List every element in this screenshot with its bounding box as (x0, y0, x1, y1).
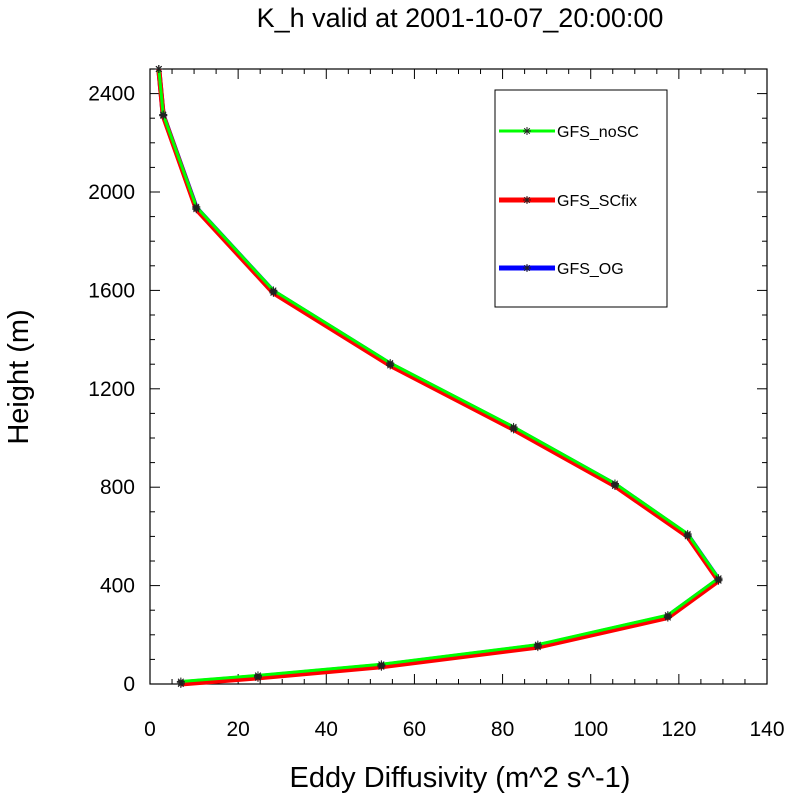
series-line-GFS_SCfix (156, 68, 721, 687)
legend: GFS_noSC GFS_SCfix GFS_OG (494, 89, 668, 308)
data-point-GFS_OG (377, 661, 386, 670)
legend-label-GFS_OG: GFS_OG (557, 261, 624, 278)
data-point-GFS_OG (386, 360, 395, 369)
data-point-GFS_OG (533, 641, 542, 650)
x-tick-label: 60 (403, 718, 426, 741)
legend-marker-GFS_OG (523, 264, 531, 272)
x-tick-label: 0 (144, 718, 156, 741)
legend-label-GFS_SCfix: GFS_SCfix (557, 193, 637, 210)
data-point-GFS_OG (610, 480, 619, 489)
data-point-GFS_OG (176, 678, 185, 687)
x-axis-label: Eddy Diffusivity (m^2 s^-1) (290, 762, 631, 794)
x-tick-label: 20 (226, 718, 249, 741)
series-layer (154, 65, 723, 688)
x-tick-label: 80 (491, 718, 514, 741)
y-tick-label: 2000 (88, 181, 135, 204)
plot-frame (149, 68, 768, 685)
data-point-GFS_OG (159, 111, 168, 120)
data-point-GFS_OG (663, 612, 672, 621)
x-tick-label: 100 (573, 718, 608, 741)
data-point-GFS_OG (253, 672, 262, 681)
legend-marker-GFS_noSC (523, 127, 531, 135)
legend-marker-GFS_SCfix (523, 196, 531, 204)
y-tick-label: 800 (100, 476, 135, 499)
y-tick-label: 1200 (88, 378, 135, 401)
y-tick-label: 400 (100, 575, 135, 598)
data-point-GFS_OG (714, 575, 723, 584)
x-tick-label: 120 (661, 718, 696, 741)
series-line-GFS_noSC (157, 68, 720, 683)
y-tick-label: 1600 (88, 279, 135, 302)
y-tick-label: 0 (123, 673, 135, 696)
y-axis-label: Height (m) (3, 309, 35, 444)
data-point-GFS_OG (192, 203, 201, 212)
axes: 0 20 40 60 80 100 120 140 0 400 800 1200 1600 2000 240… (88, 68, 785, 741)
data-point-GFS_OG (154, 65, 163, 73)
x-tick-label: 140 (749, 718, 784, 741)
x-tick-label: 40 (315, 718, 338, 741)
y-tick-label: 2400 (88, 83, 135, 106)
data-point-GFS_OG (683, 531, 692, 540)
legend-label-GFS_noSC: GFS_noSC (557, 124, 639, 141)
data-point-GFS_OG (269, 287, 278, 296)
data-point-GFS_OG (509, 424, 518, 433)
chart-title: K_h valid at 2001-10-07_20:00:00 (257, 3, 664, 33)
